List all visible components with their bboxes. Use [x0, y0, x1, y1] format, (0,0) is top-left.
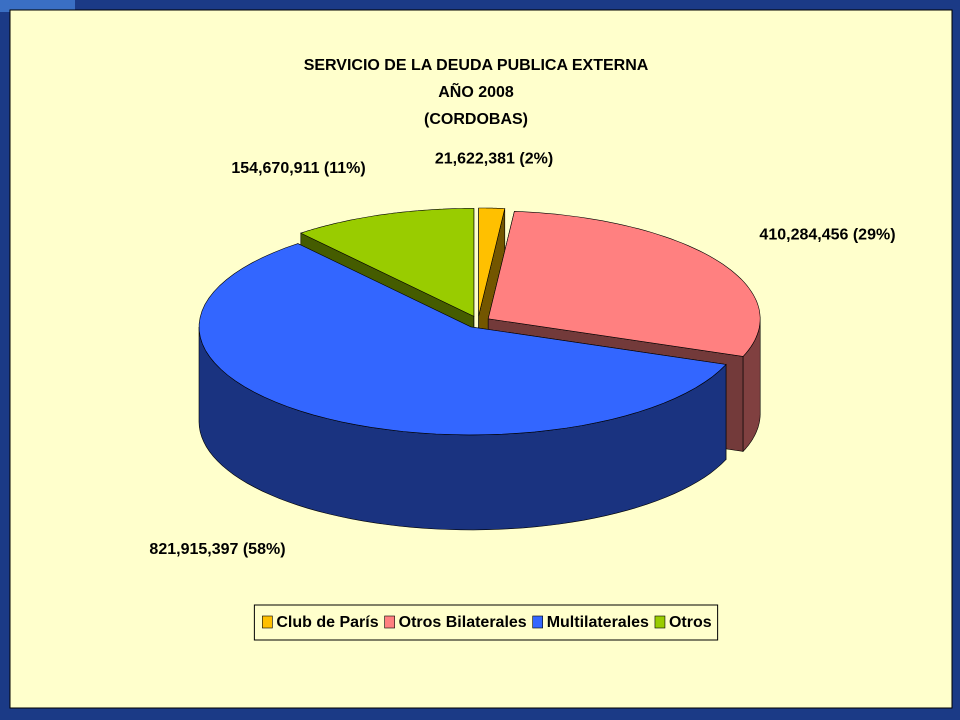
legend-label: Club de París	[276, 614, 378, 631]
chart-title: (CORDOBAS)	[424, 111, 528, 128]
chart-title: SERVICIO DE LA DEUDA PUBLICA EXTERNA	[304, 57, 649, 74]
decoration	[0, 0, 75, 12]
chart-title: AÑO 2008	[438, 81, 514, 101]
title-group: SERVICIO DE LA DEUDA PUBLICA EXTERNA AÑO …	[304, 57, 649, 128]
legend-swatch	[262, 615, 273, 629]
legend: Club de París Otros Bilaterales Multilater…	[253, 604, 719, 641]
legend-swatch	[532, 615, 543, 629]
slice	[198, 243, 727, 436]
data-label: 410,284,456 (29%)	[759, 227, 895, 244]
legend-box	[253, 604, 719, 641]
legend-label: Multilaterales	[547, 614, 649, 631]
slice	[487, 210, 761, 357]
legend-label: Otros	[669, 614, 712, 631]
pie	[198, 207, 761, 531]
data-labels: 21,622,381 (2%) 410,284,456 (29%) 821,915,…	[149, 150, 895, 558]
legend-label: Otros Bilaterales	[399, 614, 527, 631]
data-label: 154,670,911 (11%)	[231, 160, 365, 177]
slice	[478, 207, 506, 317]
slice	[300, 208, 475, 317]
legend-swatch	[384, 615, 395, 629]
data-label: 821,915,397 (58%)	[149, 541, 285, 558]
legend-swatch	[654, 615, 666, 629]
data-label: 21,622,381 (2%)	[435, 150, 553, 167]
